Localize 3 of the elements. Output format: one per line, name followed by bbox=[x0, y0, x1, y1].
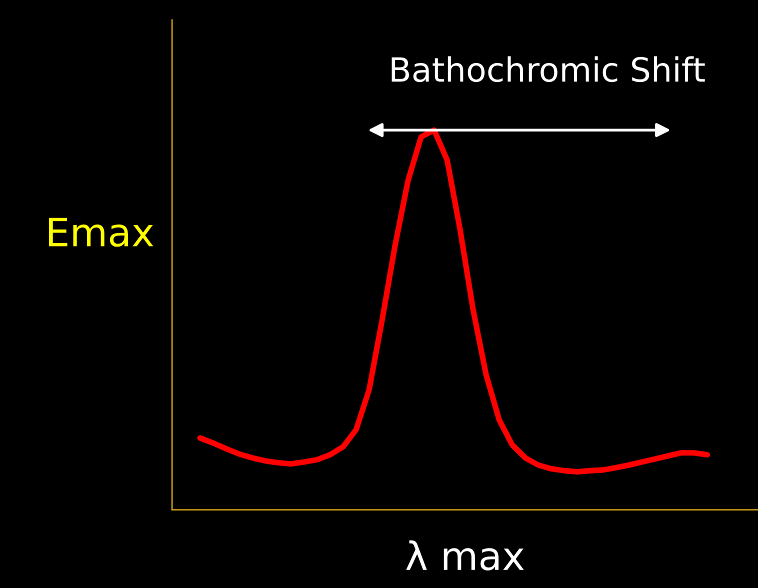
text: Bathochromic Shift bbox=[392, 56, 705, 82]
x-axis-title: λ max bbox=[406, 540, 524, 570]
y-axis-title: Emax bbox=[49, 218, 154, 247]
